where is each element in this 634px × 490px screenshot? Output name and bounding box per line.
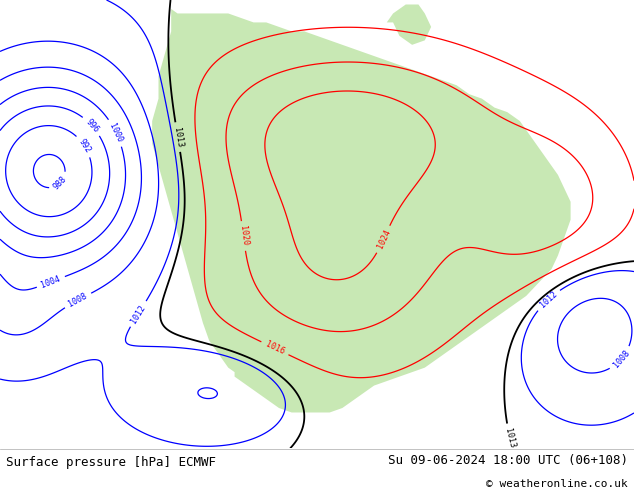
Text: 1016: 1016 bbox=[264, 340, 286, 357]
Polygon shape bbox=[152, 9, 571, 413]
Text: 1000: 1000 bbox=[108, 122, 124, 144]
Text: Su 09-06-2024 18:00 UTC (06+108): Su 09-06-2024 18:00 UTC (06+108) bbox=[387, 454, 628, 467]
Polygon shape bbox=[387, 4, 431, 45]
Text: 1012: 1012 bbox=[129, 303, 147, 325]
Text: 1008: 1008 bbox=[611, 348, 631, 369]
Text: 1012: 1012 bbox=[538, 290, 559, 310]
Text: 996: 996 bbox=[84, 117, 100, 134]
Text: 1008: 1008 bbox=[67, 292, 89, 309]
Text: 1013: 1013 bbox=[172, 126, 184, 147]
Text: 1004: 1004 bbox=[40, 274, 61, 290]
Text: 1020: 1020 bbox=[238, 225, 249, 246]
Text: 992: 992 bbox=[77, 137, 93, 155]
Text: 988: 988 bbox=[52, 174, 69, 192]
Text: © weatheronline.co.uk: © weatheronline.co.uk bbox=[486, 479, 628, 489]
Text: Surface pressure [hPa] ECMWF: Surface pressure [hPa] ECMWF bbox=[6, 456, 216, 469]
Text: 1024: 1024 bbox=[375, 228, 392, 250]
Text: 1013: 1013 bbox=[503, 427, 517, 449]
